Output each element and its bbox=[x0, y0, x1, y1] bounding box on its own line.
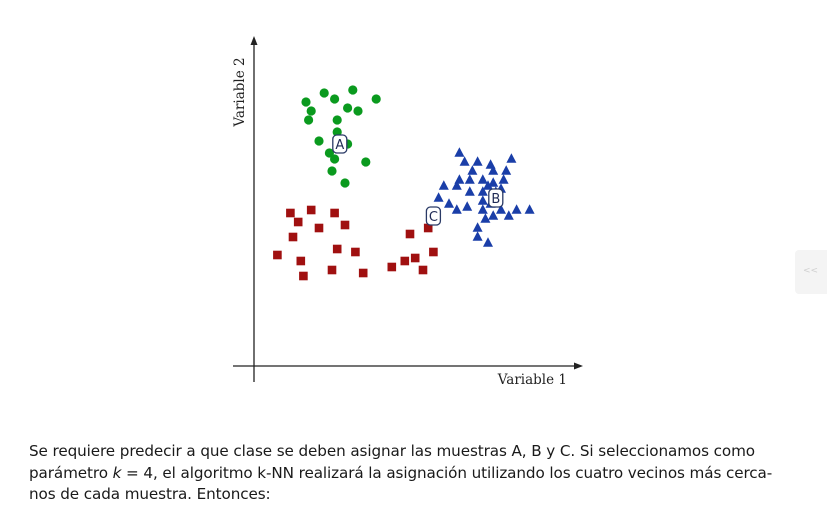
k-symbol: k bbox=[112, 463, 122, 482]
blue-triangle-point bbox=[480, 213, 491, 223]
green-circle-point bbox=[361, 157, 371, 167]
sample-b-box bbox=[488, 188, 504, 208]
green-circle-point bbox=[330, 94, 340, 104]
green-circle-point bbox=[301, 97, 311, 107]
y-axis-label: Variable 2 bbox=[232, 57, 248, 127]
blue-triangle-point bbox=[488, 210, 499, 220]
blue-triangle-point bbox=[451, 204, 462, 214]
blue-triangle-point bbox=[503, 210, 514, 220]
blue-triangle-point bbox=[462, 201, 473, 211]
sample-a-box bbox=[332, 134, 348, 154]
green-circle-point bbox=[332, 115, 342, 125]
x-axis-label: Variable 1 bbox=[497, 372, 567, 388]
red-square-point bbox=[273, 250, 282, 260]
blue-triangle-point bbox=[477, 186, 488, 196]
green-circle-point bbox=[314, 136, 324, 146]
sample-a-label: A bbox=[335, 138, 344, 153]
red-square-point bbox=[330, 208, 339, 218]
green-circle-point bbox=[348, 85, 358, 95]
blue-triangle-point bbox=[464, 174, 475, 184]
green-circle-point bbox=[319, 88, 329, 98]
green-circle-point bbox=[327, 166, 337, 176]
sample-c-box bbox=[425, 206, 442, 226]
red-square-point bbox=[299, 271, 308, 281]
blue-triangle-point bbox=[488, 177, 499, 187]
green-circle-point bbox=[304, 115, 314, 125]
sample-annotations: A B C bbox=[332, 134, 504, 226]
blue-triangle-point bbox=[506, 153, 517, 163]
axes bbox=[233, 36, 583, 382]
blue-triangle-point bbox=[501, 165, 512, 175]
green-circle-point bbox=[330, 154, 340, 164]
green-circle-point bbox=[324, 148, 334, 158]
question-text: Se requiere predecir a que clase se debe… bbox=[29, 441, 795, 506]
blue-triangle-point bbox=[483, 237, 493, 247]
question-line-2: parámetro k = 4, el algoritmo k-NN reali… bbox=[29, 463, 795, 485]
green-circle-point bbox=[332, 127, 342, 137]
red-square-point bbox=[327, 265, 337, 275]
red-square-point bbox=[358, 268, 368, 278]
blue-triangle-point bbox=[433, 192, 444, 202]
green-circle-point bbox=[371, 94, 381, 104]
red-square-point bbox=[288, 232, 298, 242]
question-line-2-end: = 4, el algoritmo k-NN realizará la asig… bbox=[121, 463, 773, 482]
blue-triangle-point bbox=[459, 156, 470, 166]
blue-triangle-point bbox=[438, 180, 449, 190]
blue-triangle-point bbox=[472, 231, 483, 241]
red-square-point bbox=[296, 256, 306, 266]
green-circle-point bbox=[343, 103, 353, 113]
green-circle-point bbox=[306, 106, 316, 116]
red-square-point bbox=[340, 220, 350, 230]
red-square-point bbox=[429, 247, 438, 257]
side-scroll-widget[interactable]: << bbox=[795, 250, 827, 294]
blue-triangle-point bbox=[454, 147, 465, 157]
sample-b-label: B bbox=[491, 192, 500, 207]
y-axis-arrowhead bbox=[250, 36, 258, 45]
red-square-point bbox=[306, 205, 316, 215]
question-line-1: Se requiere predecir a que clase se debe… bbox=[29, 442, 755, 460]
sample-c-label: C bbox=[429, 210, 438, 225]
blue-triangle-point bbox=[477, 174, 488, 184]
blue-triangle-point bbox=[498, 174, 509, 184]
red-square-point bbox=[351, 247, 360, 257]
question-line-2-start: parámetro bbox=[29, 463, 113, 482]
blue-triangle-point bbox=[477, 195, 488, 205]
blue-triangle-point bbox=[477, 204, 488, 214]
red-square-point bbox=[418, 265, 428, 275]
blue-triangle-point bbox=[483, 180, 493, 190]
blue-triangle-point bbox=[524, 204, 535, 214]
blue-triangle-point bbox=[464, 186, 475, 196]
blue-triangle-point bbox=[444, 198, 454, 208]
red-square-point bbox=[423, 223, 433, 233]
green-circle-point bbox=[340, 178, 350, 188]
knn-scatter-figure: A B C Variable 1 Variable 2 bbox=[232, 36, 583, 388]
blue-triangle-point bbox=[511, 204, 522, 214]
blue-triangle-point bbox=[472, 156, 483, 166]
red-square-point bbox=[400, 256, 410, 266]
green-circle-point bbox=[353, 106, 363, 116]
blue-triangle-point bbox=[496, 204, 506, 214]
data-points bbox=[273, 85, 535, 281]
red-square-point bbox=[410, 253, 420, 263]
blue-triangle-point bbox=[451, 180, 462, 190]
red-square-point bbox=[314, 223, 324, 233]
red-square-point bbox=[405, 229, 415, 239]
blue-triangle-point bbox=[488, 165, 499, 175]
question-line-3: nos de cada muestra. Entonces: bbox=[29, 485, 271, 503]
x-axis-arrowhead bbox=[574, 362, 583, 370]
red-square-point bbox=[286, 208, 295, 218]
red-square-point bbox=[332, 244, 342, 254]
red-square-point bbox=[387, 262, 397, 272]
blue-triangle-point bbox=[467, 165, 478, 175]
red-square-point bbox=[293, 217, 303, 227]
blue-triangle-point bbox=[472, 222, 483, 232]
